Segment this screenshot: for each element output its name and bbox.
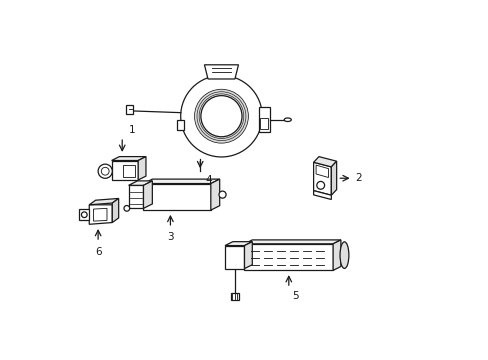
Polygon shape [89, 198, 119, 205]
Polygon shape [230, 293, 238, 300]
Polygon shape [260, 118, 268, 129]
Circle shape [194, 89, 248, 143]
Polygon shape [143, 184, 210, 210]
Polygon shape [331, 161, 336, 195]
Polygon shape [143, 179, 219, 184]
Polygon shape [111, 161, 138, 180]
Polygon shape [128, 185, 143, 208]
Ellipse shape [339, 242, 348, 269]
Text: 1: 1 [128, 125, 135, 135]
Circle shape [219, 191, 225, 198]
Polygon shape [315, 165, 328, 177]
Circle shape [124, 206, 129, 211]
Polygon shape [138, 157, 145, 180]
Polygon shape [210, 179, 219, 210]
Circle shape [316, 181, 324, 189]
Text: 6: 6 [95, 247, 101, 257]
Polygon shape [244, 244, 332, 270]
Polygon shape [244, 240, 340, 244]
Polygon shape [332, 240, 340, 270]
Ellipse shape [284, 118, 291, 122]
Circle shape [101, 167, 109, 175]
Text: 3: 3 [167, 233, 173, 242]
Polygon shape [313, 191, 331, 199]
Polygon shape [125, 104, 133, 114]
Polygon shape [258, 107, 269, 132]
Polygon shape [313, 157, 336, 167]
Circle shape [98, 164, 112, 178]
Circle shape [181, 76, 262, 157]
Polygon shape [224, 246, 244, 269]
Polygon shape [143, 181, 152, 208]
Polygon shape [79, 210, 89, 220]
Polygon shape [244, 242, 252, 269]
Polygon shape [313, 162, 331, 195]
Polygon shape [204, 65, 238, 79]
Polygon shape [89, 205, 112, 224]
Circle shape [81, 212, 87, 217]
Polygon shape [128, 181, 152, 185]
Polygon shape [224, 242, 252, 246]
Text: 4: 4 [205, 175, 212, 185]
Polygon shape [122, 165, 134, 177]
Polygon shape [111, 157, 145, 161]
Polygon shape [93, 208, 107, 221]
Polygon shape [177, 120, 184, 130]
Text: 5: 5 [292, 291, 298, 301]
Polygon shape [112, 198, 119, 222]
Text: 2: 2 [354, 173, 361, 183]
Circle shape [201, 96, 242, 137]
